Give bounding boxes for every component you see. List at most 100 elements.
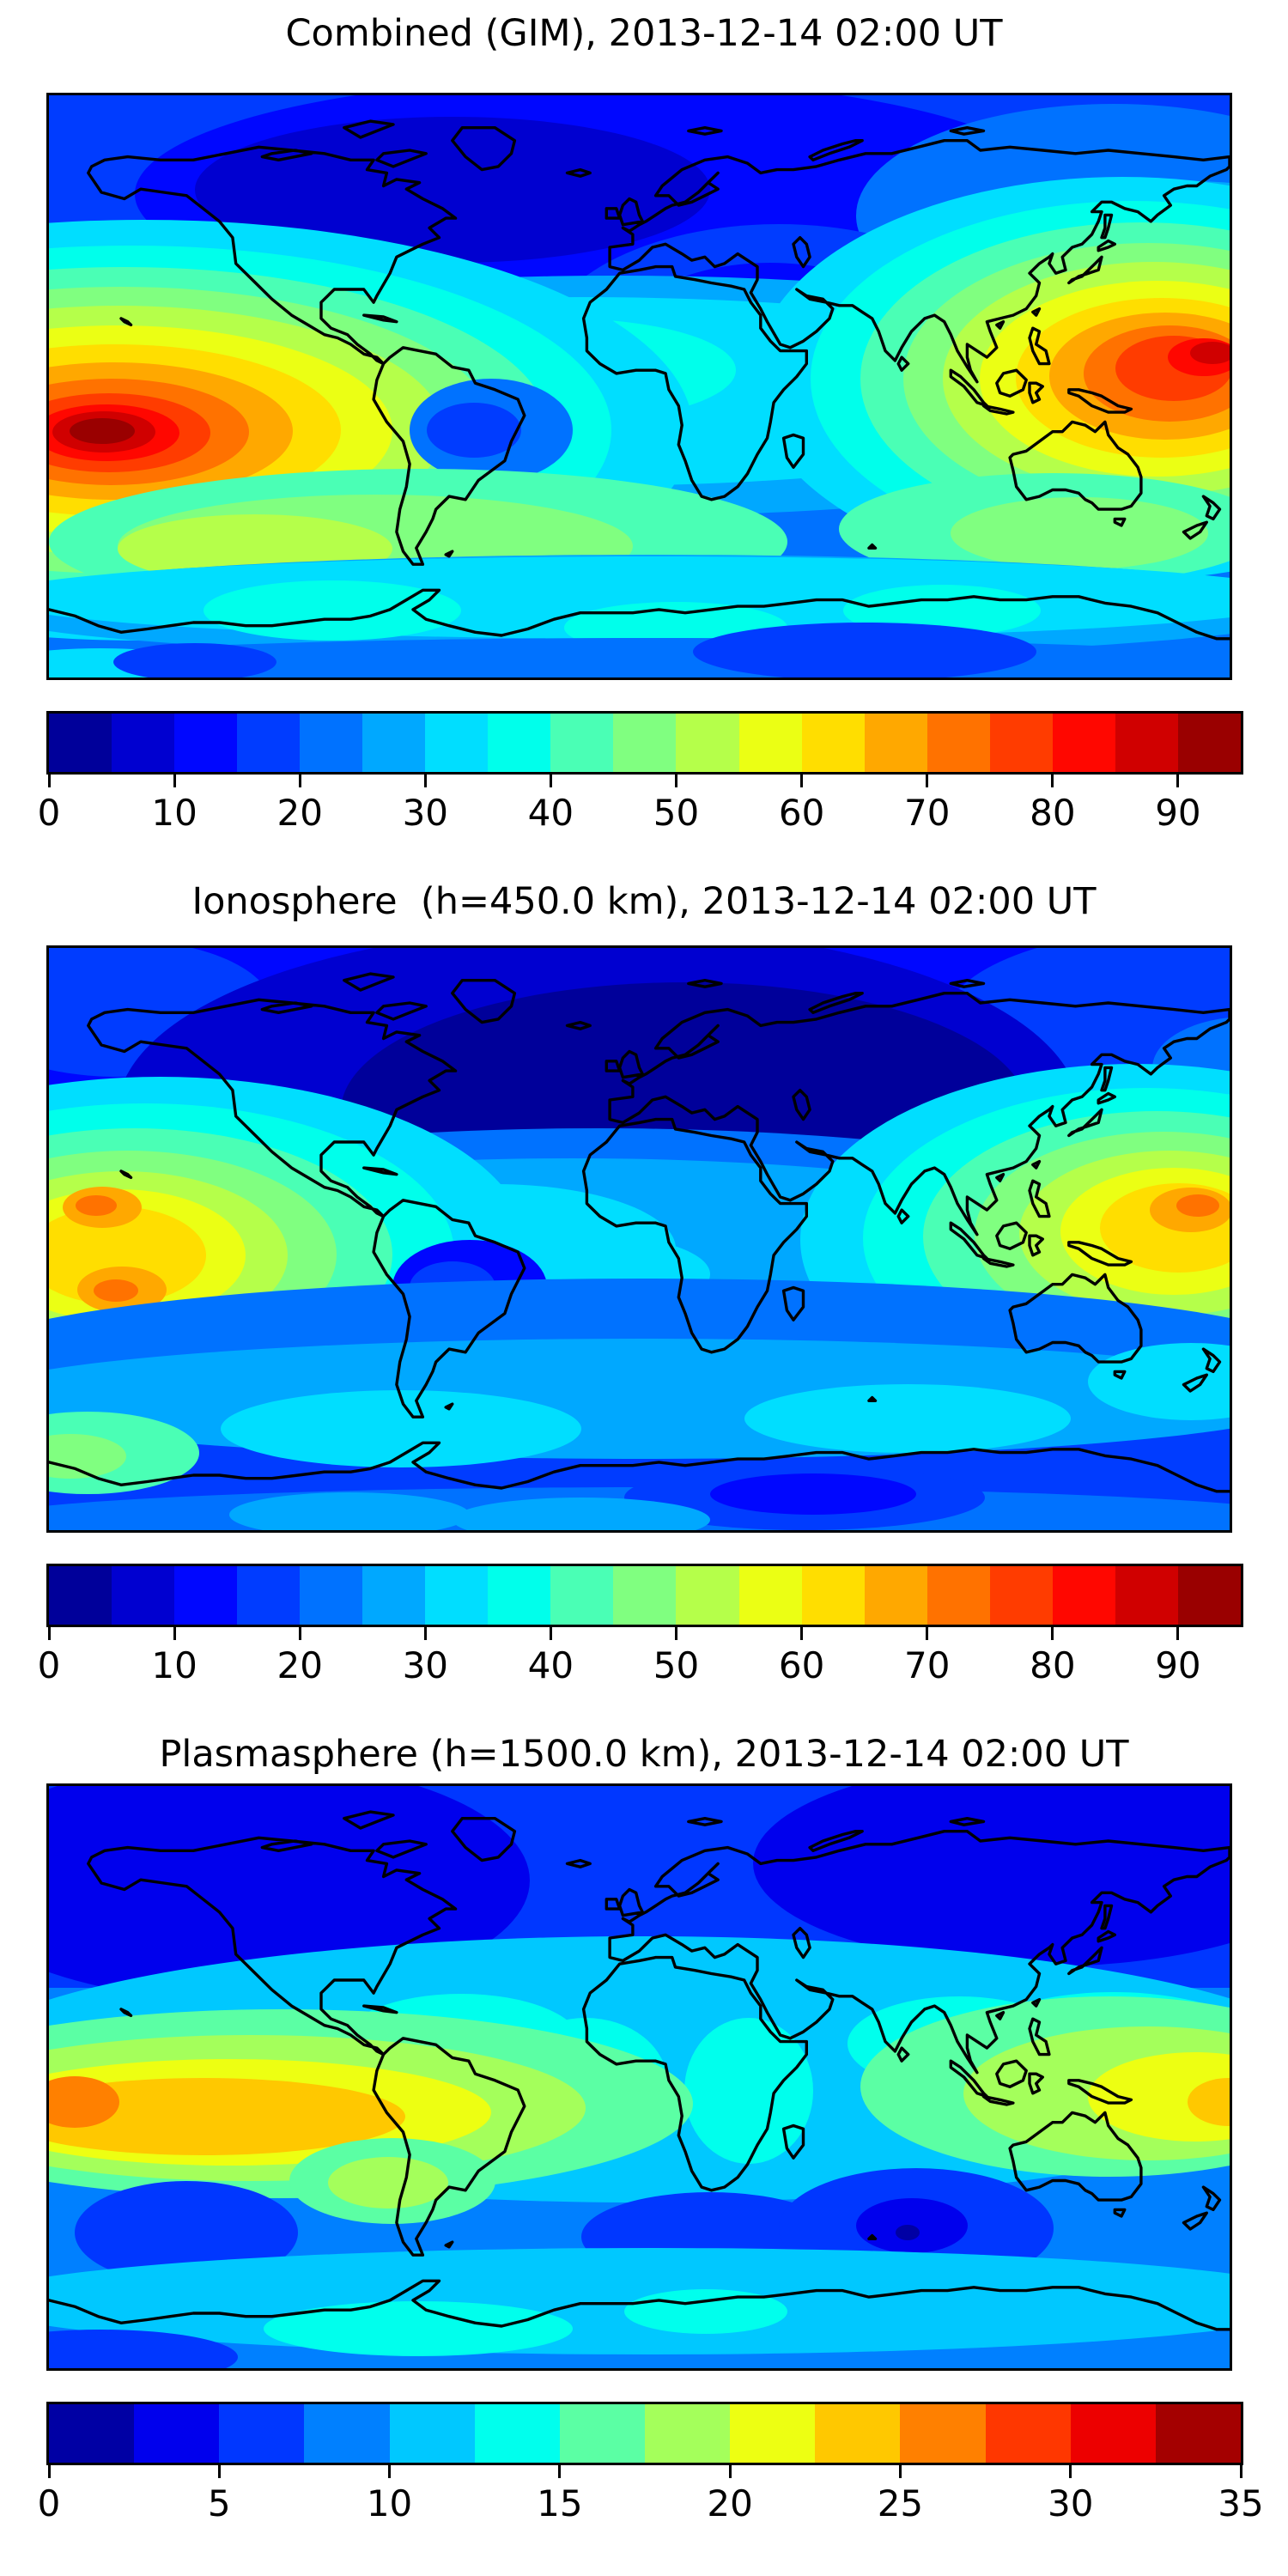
colorbar-segment (237, 714, 301, 772)
colorbar-tick-label: 20 (276, 1644, 323, 1686)
colorbar-segment (300, 714, 363, 772)
colorbar-segment (1177, 1566, 1241, 1625)
colorbar-segment (1052, 714, 1115, 772)
panel-ionosphere-title: Ionosphere (h=450.0 km), 2013-12-14 02:0… (191, 880, 1097, 923)
colorbar-segment (864, 714, 927, 772)
colorbar-tick-mark (675, 775, 678, 787)
coastlines (49, 1810, 1230, 2331)
colorbar-tick-label: 15 (537, 2482, 583, 2524)
colorbar-tick-mark (47, 2465, 51, 2478)
colorbar-tick-mark (298, 775, 301, 787)
colorbar-segment (738, 1566, 802, 1625)
colorbar-tick-mark (1176, 1627, 1180, 1640)
colorbar-tick-label: 80 (1030, 792, 1076, 834)
colorbar-tick-label: 5 (207, 2482, 231, 2524)
colorbar-tick-label: 40 (527, 1644, 574, 1686)
colorbar-tick-mark (217, 2465, 221, 2478)
colorbar-segment (730, 2404, 816, 2463)
colorbar-segment (1177, 714, 1241, 772)
colorbar-segment (613, 1566, 677, 1625)
panel-plasmasphere-map (46, 1783, 1232, 2371)
colorbar-tick-mark (388, 2465, 392, 2478)
colorbar-segment (362, 1566, 426, 1625)
panel-plasmasphere-title: Plasmasphere (h=1500.0 km), 2013-12-14 0… (159, 1733, 1129, 1776)
colorbar-segment (927, 1566, 990, 1625)
panel-combined-map (46, 93, 1232, 680)
colorbar-segment (425, 1566, 489, 1625)
colorbar-tick-label: 30 (402, 1644, 449, 1686)
colorbar-tick-mark (423, 1627, 427, 1640)
colorbar-tick-label: 60 (778, 1644, 825, 1686)
colorbar-segment (1115, 714, 1178, 772)
colorbar-tick-label: 70 (904, 792, 951, 834)
colorbar-segment (864, 1566, 927, 1625)
colorbar-segment (927, 714, 990, 772)
colorbar-tick-mark (47, 1627, 51, 1640)
colorbar-tick-label: 0 (37, 792, 61, 834)
colorbar-tick-mark (173, 1627, 176, 1640)
colorbar-tick-label: 90 (1155, 792, 1201, 834)
colorbar-segment (49, 2404, 135, 2463)
colorbar-segment (425, 714, 489, 772)
colorbar-tick-mark (173, 775, 176, 787)
colorbar-tick-label: 70 (904, 1644, 951, 1686)
colorbar-tick-mark (298, 1627, 301, 1640)
colorbar-tick-mark (423, 775, 427, 787)
colorbar-segment (300, 1566, 363, 1625)
colorbar-segment (989, 1566, 1053, 1625)
colorbar-segment (174, 714, 238, 772)
colorbar-segment (985, 2404, 1071, 2463)
colorbar-segment (989, 714, 1053, 772)
colorbar-segment (900, 2404, 986, 2463)
panel-combined-colorbar (46, 711, 1243, 775)
colorbar-tick-label: 10 (151, 792, 197, 834)
colorbar-segment (112, 1566, 175, 1625)
colorbar-segment (1070, 2404, 1156, 2463)
colorbar-segment (644, 2404, 731, 2463)
colorbar-tick-label: 30 (1047, 2482, 1094, 2524)
colorbar-tick-mark (1069, 2465, 1072, 2478)
colorbar-tick-label: 60 (778, 792, 825, 834)
colorbar-segment (676, 714, 739, 772)
colorbar-tick-label: 25 (877, 2482, 924, 2524)
colorbar-tick-label: 0 (37, 1644, 61, 1686)
colorbar-tick-mark (1051, 775, 1054, 787)
colorbar-tick-label: 10 (366, 2482, 413, 2524)
colorbar-tick-mark (800, 1627, 804, 1640)
colorbar-segment (219, 2404, 305, 2463)
colorbar-segment (49, 714, 112, 772)
colorbar-segment (362, 714, 426, 772)
colorbar-tick-label: 30 (402, 792, 449, 834)
world-contour-map-ionosphere (49, 948, 1230, 1530)
colorbar-segment (738, 714, 802, 772)
colorbar-segment (134, 2404, 220, 2463)
colorbar-tick-mark (558, 2465, 562, 2478)
colorbar-segment (1052, 1566, 1115, 1625)
colorbar-tick-mark (549, 775, 552, 787)
colorbar-segment (559, 2404, 645, 2463)
colorbar-segment (550, 1566, 614, 1625)
colorbar-tick-mark (1051, 1627, 1054, 1640)
colorbar-tick-mark (1176, 775, 1180, 787)
colorbar-segment (550, 714, 614, 772)
colorbar-segment (815, 2404, 901, 2463)
colorbar-segment (389, 2404, 475, 2463)
colorbar-tick-label: 90 (1155, 1644, 1201, 1686)
colorbar-tick-label: 20 (276, 792, 323, 834)
colorbar-segment (1115, 1566, 1178, 1625)
panel-ionosphere-map (46, 945, 1232, 1533)
colorbar-segment (488, 1566, 551, 1625)
colorbar-segment (474, 2404, 560, 2463)
colorbar-tick-label: 0 (37, 2482, 61, 2524)
colorbar-tick-mark (1239, 2465, 1242, 2478)
colorbar-tick-mark (47, 775, 51, 787)
colorbar-segment (174, 1566, 238, 1625)
colorbar-segment (613, 714, 677, 772)
colorbar-tick-mark (898, 2465, 902, 2478)
coastlines (49, 972, 1230, 1493)
colorbar-segment (1155, 2404, 1241, 2463)
colorbar-tick-mark (800, 775, 804, 787)
colorbar-segment (237, 1566, 301, 1625)
colorbar-tick-mark (549, 1627, 552, 1640)
panel-plasmasphere-colorbar (46, 2402, 1243, 2465)
